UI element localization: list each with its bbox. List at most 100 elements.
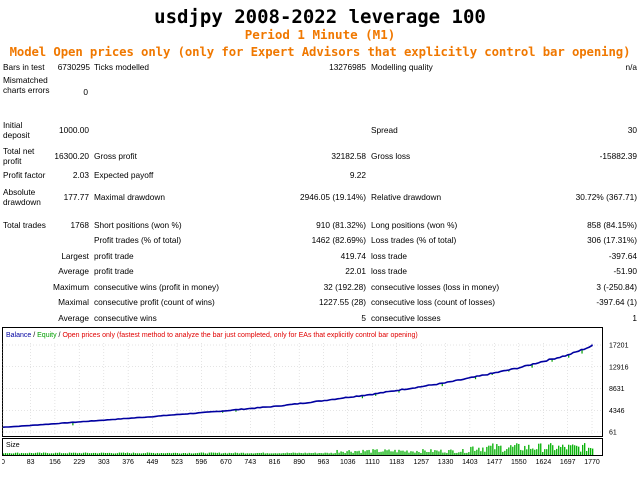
size-bar — [202, 452, 204, 455]
size-bar — [28, 452, 31, 455]
size-bar — [210, 452, 212, 455]
size-bar — [410, 451, 412, 455]
size-bar — [468, 452, 470, 455]
size-bar — [422, 449, 424, 455]
profit-trades-label: Profit trades (% of total) — [94, 235, 182, 245]
gross-profit-value: 32182.58 — [331, 151, 366, 161]
size-bar — [580, 451, 582, 455]
gross-loss-label: Gross loss — [371, 151, 411, 161]
size-bar — [534, 449, 536, 455]
size-bar — [178, 453, 181, 455]
size-bar — [482, 447, 484, 455]
size-bar — [578, 446, 580, 455]
size-bar — [488, 445, 490, 455]
size-bar — [146, 452, 149, 455]
size-bar — [486, 446, 488, 455]
size-bar — [6, 453, 9, 455]
size-bar — [562, 444, 564, 455]
size-bar — [200, 452, 202, 455]
size-bar — [502, 451, 504, 455]
total-trades-label: Total trades — [3, 220, 46, 230]
x-tick-label: 890 — [293, 459, 305, 466]
size-bar — [76, 453, 79, 455]
size-bar — [4, 453, 7, 455]
relative-drawdown-label: Relative drawdown — [371, 192, 442, 202]
size-bar — [284, 453, 286, 455]
size-bar — [530, 448, 532, 455]
size-bar — [342, 451, 344, 455]
size-bar — [162, 453, 165, 455]
size-bar — [120, 452, 123, 455]
size-bar — [566, 449, 568, 455]
size-bar — [528, 444, 530, 455]
size-bar — [352, 452, 354, 455]
legend-separator-2: / — [57, 332, 63, 339]
size-bar — [26, 453, 29, 455]
size-bar — [434, 450, 436, 455]
x-tick-label: 1477 — [487, 459, 503, 466]
size-bar — [522, 450, 524, 455]
size-bar — [274, 453, 276, 455]
relative-drawdown-value: 30.72% (367.71) — [575, 192, 637, 202]
size-bar — [536, 449, 538, 455]
spread-label: Spread — [371, 125, 398, 135]
size-bar — [166, 452, 169, 455]
size-bar — [426, 452, 428, 455]
size-bar — [360, 452, 362, 455]
size-bar — [470, 446, 472, 455]
x-axis-ticks: 0 83 156 229 303 376 449 523 596 670 743 816 890 963 1… — [2, 459, 600, 466]
size-bar — [96, 453, 99, 455]
maximal-label: Maximal — [58, 297, 89, 307]
size-bar — [142, 453, 145, 455]
size-bar — [136, 453, 139, 455]
size-bar — [78, 452, 81, 455]
size-bar — [372, 449, 374, 455]
size-bar — [80, 453, 83, 455]
profit-factor-label: Profit factor — [3, 170, 46, 180]
size-bar — [152, 452, 155, 455]
size-bar — [388, 449, 390, 455]
y-axis-ticks: 17201 12916 8631 4346 61 — [609, 343, 629, 437]
size-bar — [134, 453, 137, 455]
size-bar — [330, 452, 332, 455]
size-bar — [500, 445, 502, 455]
size-bar — [38, 452, 41, 455]
size-bar — [170, 453, 173, 455]
size-bar — [22, 453, 25, 455]
size-bar — [66, 453, 69, 455]
size-bar — [526, 449, 528, 455]
size-bar — [54, 452, 57, 455]
size-bar — [106, 452, 109, 455]
size-bar — [438, 451, 440, 455]
maximal-consec-loss-value: -397.64 (1) — [596, 297, 637, 307]
size-bar — [570, 445, 572, 455]
size-bar — [404, 451, 406, 455]
size-bar — [592, 448, 594, 455]
size-bar — [232, 453, 234, 455]
size-bar — [420, 452, 422, 455]
average-profit-trade-label: profit trade — [94, 266, 134, 276]
size-bar — [92, 452, 95, 455]
size-bar — [218, 452, 220, 455]
size-bar — [384, 449, 386, 455]
size-bar — [582, 444, 584, 455]
size-bar — [366, 450, 368, 455]
x-tick-label: 1257 — [414, 459, 430, 466]
x-tick-label: 1183 — [389, 459, 404, 466]
size-bar — [466, 452, 468, 455]
size-bar — [542, 451, 544, 455]
size-bar — [456, 452, 458, 455]
size-bar — [338, 452, 340, 455]
size-bar — [278, 453, 280, 455]
size-bar — [364, 451, 366, 455]
size-bar — [560, 446, 562, 455]
size-bar — [114, 453, 117, 455]
size-bar — [70, 452, 73, 455]
size-bar — [320, 453, 322, 455]
maximal-consec-profit-label: consecutive profit (count of wins) — [94, 297, 215, 307]
size-bar — [126, 452, 129, 455]
size-bar — [260, 452, 262, 455]
size-bar — [298, 452, 300, 455]
size-bar — [64, 453, 67, 455]
size-bar — [266, 453, 268, 455]
